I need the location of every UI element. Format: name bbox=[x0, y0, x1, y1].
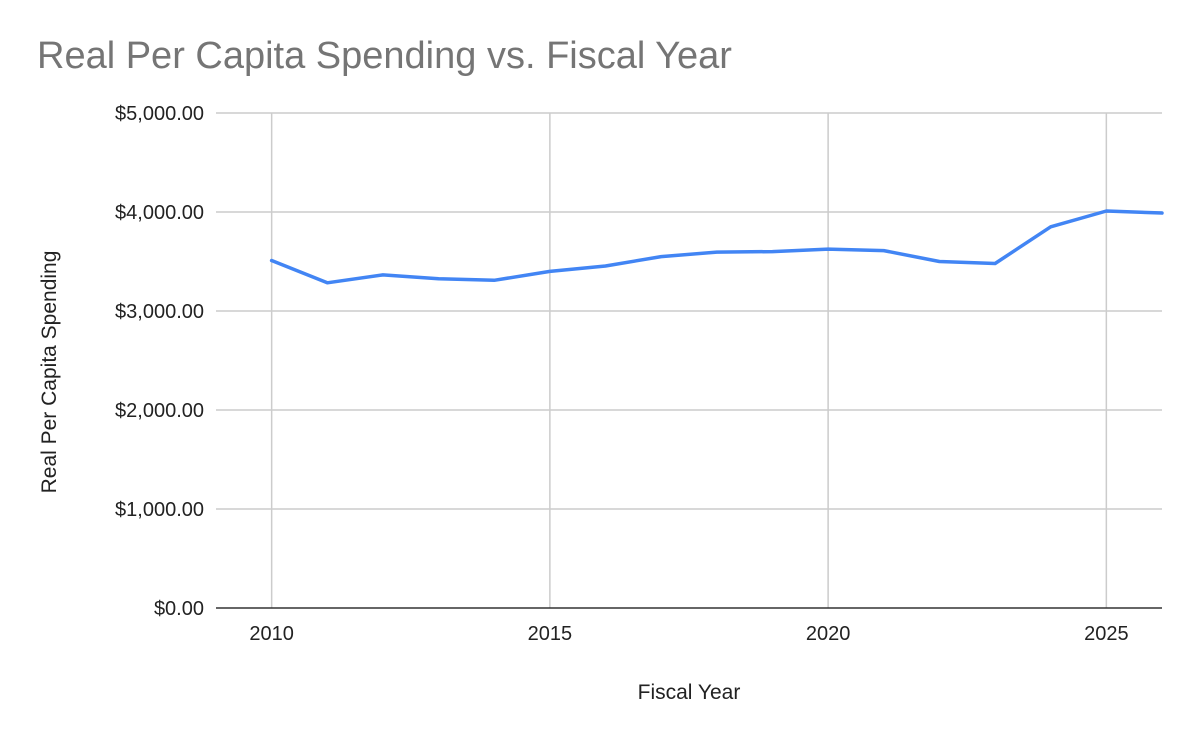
y-tick-label: $4,000.00 bbox=[115, 202, 204, 224]
y-tick-label: $0.00 bbox=[154, 598, 204, 620]
gridlines bbox=[216, 112, 1162, 608]
y-axis-tick-labels: $0.00 $1,000.00 $2,000.00 $3,000.00 $4,000.0… bbox=[115, 103, 204, 620]
series-layer bbox=[269, 209, 1164, 285]
x-tick-label: 2020 bbox=[806, 623, 851, 645]
y-axis-title: Real Per Capita Spending bbox=[38, 251, 61, 494]
x-tick-label: 2025 bbox=[1084, 623, 1129, 645]
y-tick-label: $2,000.00 bbox=[115, 400, 204, 422]
x-tick-label: 2010 bbox=[249, 623, 294, 645]
y-tick-label: $1,000.00 bbox=[115, 499, 204, 521]
y-tick-label: $5,000.00 bbox=[115, 103, 204, 125]
x-axis-title: Fiscal Year bbox=[638, 681, 741, 704]
chart-title: Real Per Capita Spending vs. Fiscal Year bbox=[37, 35, 732, 77]
x-tick-label: 2015 bbox=[528, 623, 573, 645]
x-axis-tick-labels: 2010 2015 2020 2025 bbox=[249, 623, 1128, 645]
y-tick-label: $3,000.00 bbox=[115, 301, 204, 323]
series-line bbox=[269, 209, 1164, 285]
